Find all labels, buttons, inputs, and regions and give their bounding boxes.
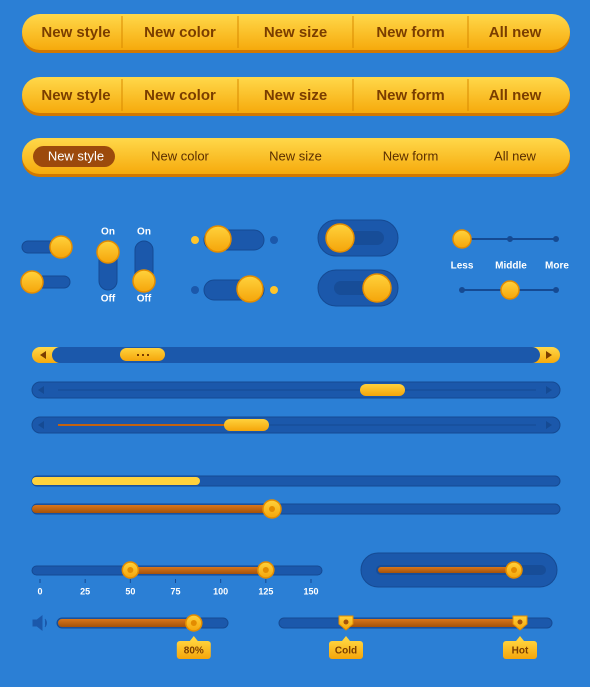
menu-item[interactable]: New color	[144, 87, 216, 104]
step-dot	[459, 287, 465, 293]
knob-dot	[262, 567, 269, 573]
step-dot	[507, 236, 513, 242]
knob-dot	[343, 619, 349, 625]
menu-item[interactable]: New size	[269, 148, 322, 163]
menu-item[interactable]: New size	[264, 87, 327, 104]
menu-bar	[22, 138, 570, 174]
scroll-thumb[interactable]	[224, 419, 269, 431]
progress-fill	[32, 477, 200, 485]
knob-dot	[127, 567, 134, 573]
knob[interactable]	[362, 273, 392, 303]
menu-item[interactable]: New style	[41, 24, 110, 41]
arrow	[546, 421, 552, 429]
step-dot	[553, 287, 559, 293]
knob[interactable]	[500, 280, 520, 300]
menu-item[interactable]: New form	[376, 24, 444, 41]
tick-label: 25	[80, 586, 90, 596]
menu-item[interactable]: All new	[489, 87, 542, 104]
knob-dot	[511, 567, 517, 573]
switch-label: Off	[137, 294, 152, 305]
tick-label: 125	[258, 586, 273, 596]
indicator	[270, 236, 278, 244]
indicator	[191, 286, 199, 294]
scroll-thumb[interactable]	[360, 384, 405, 396]
switch-label: Off	[101, 294, 116, 305]
arrow	[38, 386, 44, 394]
tick-label: 0	[37, 586, 42, 596]
volume-fill	[58, 619, 194, 627]
range-fill	[378, 567, 514, 573]
temp-fill	[346, 619, 520, 627]
switch-label: On	[137, 227, 151, 238]
knob[interactable]	[236, 275, 264, 303]
tag-pointer	[189, 636, 198, 641]
value-label: Hot	[512, 646, 529, 657]
menu-item[interactable]: New color	[151, 148, 209, 163]
value-tag	[176, 641, 211, 659]
scroll-track	[52, 347, 540, 363]
menu-item[interactable]: New style	[41, 87, 110, 104]
menu-bar	[22, 77, 570, 113]
menu-selected	[33, 146, 115, 167]
tag-pointer	[342, 636, 350, 641]
knob[interactable]	[132, 269, 156, 293]
knob[interactable]	[325, 223, 355, 253]
indicator	[191, 236, 199, 244]
arrow	[38, 421, 44, 429]
knob[interactable]	[96, 240, 120, 264]
knob-dot	[190, 620, 197, 626]
switch-label: On	[101, 227, 115, 238]
arrow	[40, 351, 46, 359]
value-label: Cold	[335, 646, 357, 657]
step-label: Middle	[495, 261, 527, 272]
tick-label: 150	[303, 586, 318, 596]
menu-item[interactable]: New form	[383, 148, 439, 163]
progress-fill	[32, 505, 272, 513]
step-dot	[553, 236, 559, 242]
tick-label: 75	[170, 586, 180, 596]
knob-dot	[269, 506, 275, 512]
range-fill	[130, 567, 266, 574]
menu-item[interactable]: All new	[494, 148, 537, 163]
step-label: Less	[451, 261, 474, 272]
menu-item[interactable]: New color	[144, 24, 216, 41]
knob[interactable]	[204, 225, 232, 253]
tick-label: 50	[125, 586, 135, 596]
menu-item[interactable]: New form	[376, 87, 444, 104]
arrow	[546, 351, 552, 359]
knob[interactable]	[452, 229, 472, 249]
menu-item[interactable]: New style	[48, 148, 104, 163]
step-label: More	[545, 261, 569, 272]
indicator	[270, 286, 278, 294]
menu-item[interactable]: New size	[264, 24, 327, 41]
value-tag	[503, 641, 537, 659]
value-tag	[329, 641, 363, 659]
tick-label: 100	[213, 586, 228, 596]
menu-bar	[22, 14, 570, 50]
menu-item[interactable]: All new	[489, 24, 542, 41]
arrow	[546, 386, 552, 394]
knob[interactable]	[20, 270, 44, 294]
knob[interactable]	[49, 235, 73, 259]
value-label: 80%	[184, 646, 204, 657]
knob-dot	[517, 619, 523, 625]
speaker-icon	[32, 614, 47, 632]
tag-pointer	[516, 636, 524, 641]
